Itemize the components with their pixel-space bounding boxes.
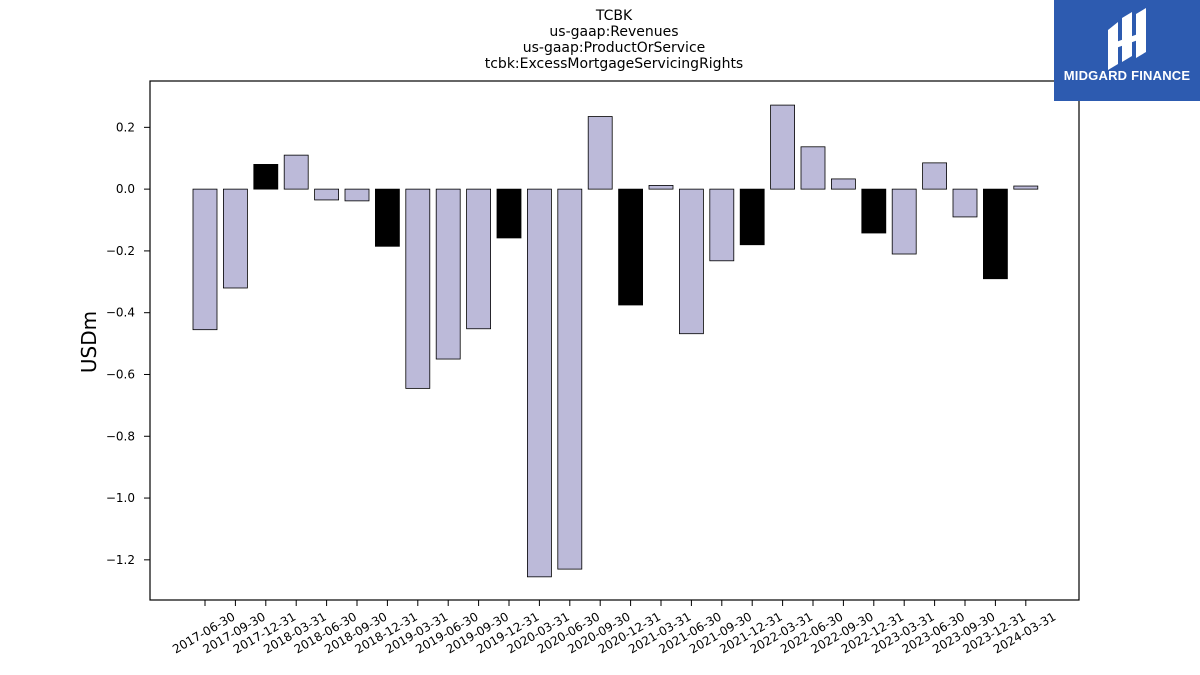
bar-2021-06-30 [679,188,704,335]
bar-2020-12-31 [618,188,643,306]
bar-2023-03-31 [891,188,917,255]
chart-title-line: tcbk:ExcessMortgageServicingRights [485,56,743,72]
y-axis-label: USDm [77,311,101,373]
y-tick-label: 0.2 [116,120,135,134]
bar-2023-09-30 [952,188,978,218]
bar-2019-09-30 [466,188,492,330]
bar-2019-06-30 [435,188,461,360]
y-tick-label: −1.0 [106,491,135,505]
logo-text: MIDGARD FINANCE [1063,68,1191,83]
bar-2018-12-31 [374,188,400,247]
y-tick-label: −0.2 [106,244,135,258]
plot-frame [149,80,1080,601]
bar-2021-03-31 [648,185,674,190]
bar-2017-12-31 [253,164,279,190]
bar-2018-03-31 [283,154,309,190]
bar-2021-12-31 [739,188,765,246]
bar-2020-03-31 [527,188,552,578]
chart-title-line: us-gaap:ProductOrService [523,40,706,56]
bar-2020-09-30 [587,116,613,190]
midgard-finance-logo: MIDGARD FINANCE [1054,0,1200,101]
bar-2022-12-31 [861,188,887,234]
bar-2021-09-30 [709,188,735,262]
bar-2017-09-30 [222,188,248,289]
y-tick-label: −1.2 [106,553,135,567]
x-axis: 2017-06-302017-09-302017-12-312018-03-31… [170,600,1058,656]
bar-2022-03-31 [770,104,795,190]
bar-2022-06-30 [800,146,826,190]
chart-title-line: us-gaap:Revenues [549,24,678,40]
bar-2023-12-31 [983,188,1008,280]
y-tick-label: −0.4 [106,306,135,320]
y-tick-label: −0.6 [106,367,135,381]
y-tick-label: 0.0 [116,182,135,196]
bar-2023-06-30 [922,162,947,190]
chart-title-line: TCBK [595,8,633,24]
bar-2017-06-30 [192,188,218,331]
chart-title: TCBKus-gaap:Revenuesus-gaap:ProductOrSer… [485,8,743,72]
y-axis: −1.2 −1.0 −0.8 −0.6 −0.4 −0.2 0.0 0.2 [106,120,150,567]
bar-2020-06-30 [557,188,583,570]
bar-2018-09-30 [344,188,370,202]
bar-2019-03-31 [405,188,431,389]
bar-2022-09-30 [831,178,856,190]
bar-2018-06-30 [314,188,340,201]
y-tick-label: −0.8 [106,429,135,443]
midgard-logo-icon [1108,8,1146,70]
bar-2019-12-31 [496,188,522,239]
bar-2024-03-31 [1013,185,1039,190]
bars-group [192,104,1039,578]
